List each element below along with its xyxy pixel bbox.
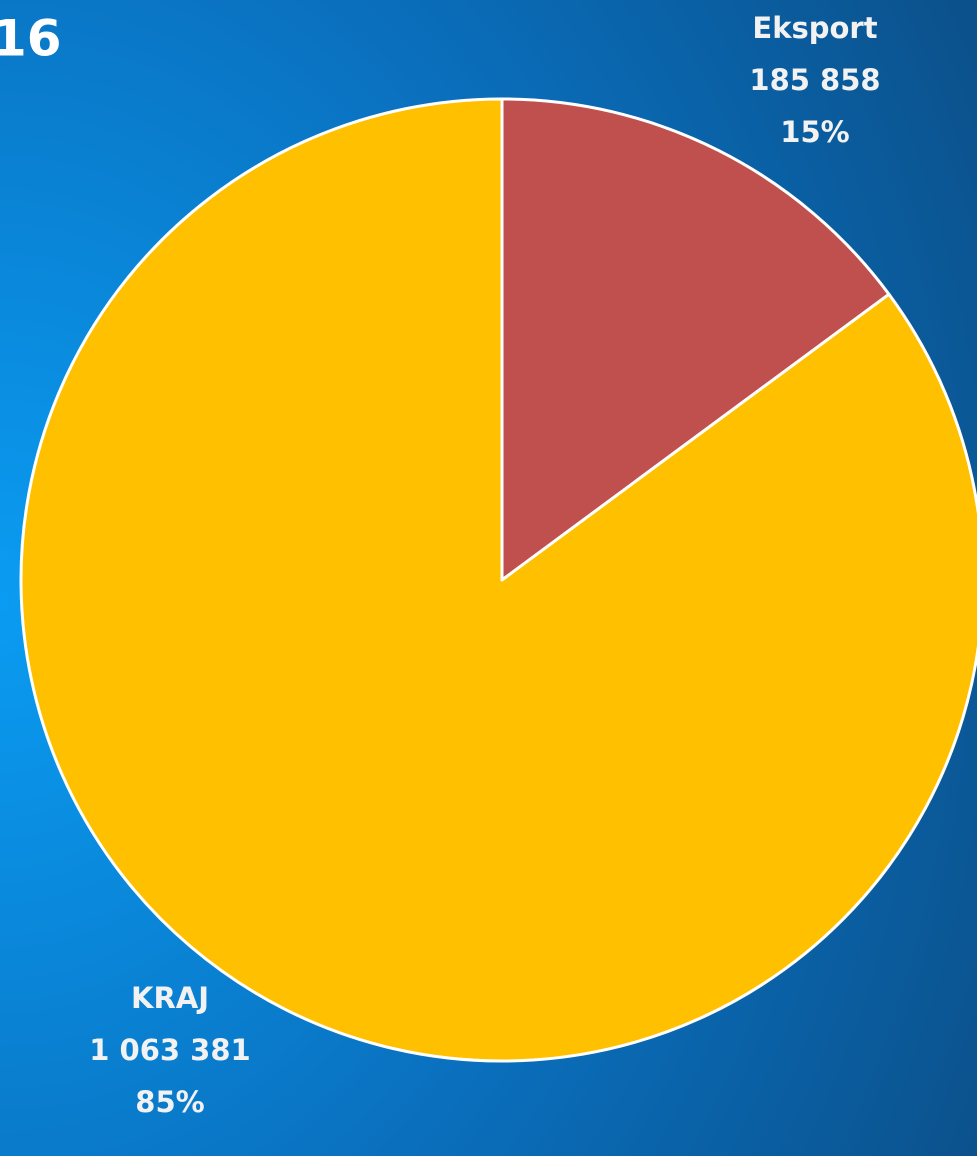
chart-title: 16 [0, 10, 62, 68]
data-label-percent: 15% [780, 115, 849, 149]
pie-slice [19, 97, 977, 1063]
data-label-value: 185 858 [749, 63, 880, 97]
pie-slice [500, 97, 891, 582]
data-label-value: 1 063 381 [89, 1033, 250, 1067]
data-label-name: Eksport [752, 11, 877, 45]
data-label-percent: 85% [135, 1085, 204, 1119]
data-label-name: KRAJ [131, 981, 209, 1015]
